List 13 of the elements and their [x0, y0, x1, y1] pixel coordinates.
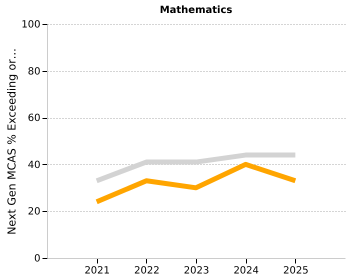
y-tick-label: 80 [28, 66, 40, 78]
chart-title: Mathematics [160, 5, 232, 16]
y-tick-label: 100 [21, 20, 40, 30]
x-tick-label: 2025 [283, 266, 309, 276]
x-tick-label: 2024 [233, 266, 259, 276]
y-tick-label: 40 [28, 160, 40, 171]
y-tick-label: 0 [34, 254, 40, 264]
y-axis-title: Next Gen MCAS % Exceeding or… [5, 48, 18, 235]
x-tick-label: 2021 [84, 266, 110, 276]
y-tick-label: 60 [28, 113, 40, 124]
x-tick-label: 2023 [184, 266, 210, 276]
x-tick-label: 2022 [134, 266, 160, 276]
y-tick-label: 20 [28, 206, 40, 218]
